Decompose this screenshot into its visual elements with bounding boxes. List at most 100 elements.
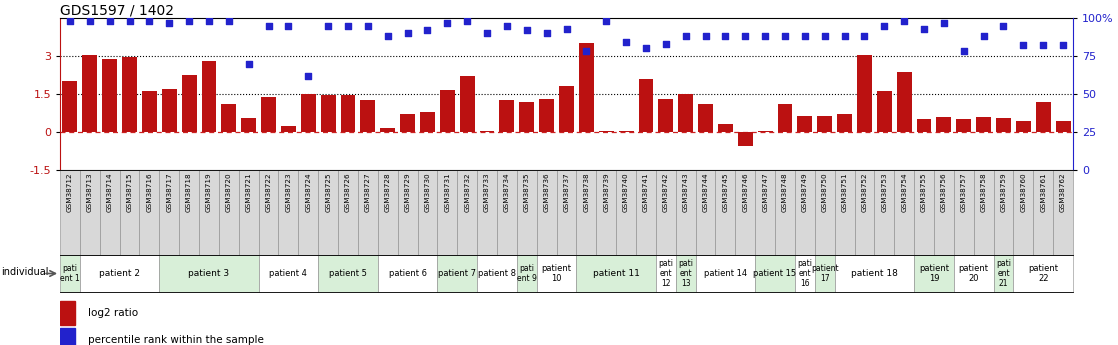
Bar xyxy=(976,117,991,132)
Bar xyxy=(679,94,693,132)
Bar xyxy=(498,170,517,255)
Bar xyxy=(716,170,736,255)
Bar xyxy=(736,170,755,255)
Bar xyxy=(358,170,378,255)
Bar xyxy=(437,170,457,255)
Bar xyxy=(915,255,954,292)
Text: GSM38722: GSM38722 xyxy=(266,172,272,212)
Point xyxy=(835,33,853,39)
Bar xyxy=(755,170,775,255)
Point xyxy=(756,33,774,39)
Text: patient 7: patient 7 xyxy=(438,269,476,278)
Bar xyxy=(378,255,437,292)
Text: GSM38723: GSM38723 xyxy=(285,172,292,212)
Bar xyxy=(437,255,477,292)
Point xyxy=(1034,42,1052,48)
Text: GSM38728: GSM38728 xyxy=(385,172,390,212)
Text: GSM38718: GSM38718 xyxy=(186,172,192,212)
Text: GSM38739: GSM38739 xyxy=(604,172,609,212)
Bar xyxy=(675,170,695,255)
Point xyxy=(737,33,755,39)
Text: GSM38730: GSM38730 xyxy=(425,172,430,212)
Text: patient 3: patient 3 xyxy=(189,269,229,278)
Bar xyxy=(795,170,815,255)
Point xyxy=(438,20,456,25)
Bar xyxy=(817,116,832,132)
Text: GSM38745: GSM38745 xyxy=(722,172,729,212)
Bar xyxy=(439,90,455,132)
Text: GSM38719: GSM38719 xyxy=(206,172,212,212)
Bar xyxy=(60,170,79,255)
Point xyxy=(896,18,913,24)
Text: patient 8: patient 8 xyxy=(479,269,517,278)
Text: GSM38712: GSM38712 xyxy=(67,172,73,212)
Text: GSM38729: GSM38729 xyxy=(405,172,410,212)
Text: patient
10: patient 10 xyxy=(541,264,571,283)
Text: patient 2: patient 2 xyxy=(100,269,140,278)
Text: GSM38713: GSM38713 xyxy=(87,172,93,212)
Bar xyxy=(477,170,498,255)
Bar xyxy=(477,255,517,292)
Bar xyxy=(897,72,911,132)
Bar xyxy=(278,170,299,255)
Bar xyxy=(915,170,934,255)
Bar xyxy=(636,170,656,255)
Point xyxy=(180,18,198,24)
Bar xyxy=(83,55,97,132)
Bar xyxy=(858,55,872,132)
Bar xyxy=(380,128,395,132)
Bar xyxy=(755,255,795,292)
Bar xyxy=(797,116,813,132)
Bar xyxy=(557,170,577,255)
Bar xyxy=(299,170,319,255)
Text: GSM38727: GSM38727 xyxy=(364,172,371,212)
Bar xyxy=(934,170,954,255)
Bar xyxy=(695,255,755,292)
Bar xyxy=(537,170,557,255)
Text: GSM38751: GSM38751 xyxy=(842,172,847,212)
Point xyxy=(875,23,893,28)
Text: GSM38753: GSM38753 xyxy=(881,172,888,212)
Point xyxy=(80,18,98,24)
Bar xyxy=(559,86,574,132)
Bar xyxy=(835,170,854,255)
Text: GSM38737: GSM38737 xyxy=(563,172,569,212)
Bar xyxy=(994,170,1013,255)
Text: pati
ent
21: pati ent 21 xyxy=(996,259,1011,288)
Bar xyxy=(837,114,852,132)
Text: GSM38733: GSM38733 xyxy=(484,172,490,212)
Bar xyxy=(775,170,795,255)
Point xyxy=(676,33,694,39)
Text: GSM38761: GSM38761 xyxy=(1040,172,1046,212)
Bar xyxy=(162,89,177,132)
Text: GSM38752: GSM38752 xyxy=(862,172,868,212)
Bar xyxy=(201,61,217,132)
Point xyxy=(379,33,397,39)
Bar xyxy=(120,170,140,255)
Point xyxy=(1054,42,1072,48)
Bar xyxy=(954,170,974,255)
Text: pati
ent
12: pati ent 12 xyxy=(659,259,673,288)
Bar xyxy=(517,255,537,292)
Text: GSM38741: GSM38741 xyxy=(643,172,648,212)
Bar xyxy=(480,131,494,132)
Text: GSM38746: GSM38746 xyxy=(742,172,748,212)
Bar xyxy=(917,119,931,132)
Point xyxy=(259,23,277,28)
Bar xyxy=(1053,170,1073,255)
Bar xyxy=(179,170,199,255)
Bar xyxy=(258,170,278,255)
Bar xyxy=(718,125,733,132)
Text: GSM38757: GSM38757 xyxy=(960,172,967,212)
Point xyxy=(239,61,257,66)
Bar xyxy=(122,57,138,132)
Text: GSM38721: GSM38721 xyxy=(246,172,252,212)
Point xyxy=(995,23,1013,28)
Bar xyxy=(420,112,435,132)
Text: patient
22: patient 22 xyxy=(1029,264,1059,283)
Point xyxy=(657,41,675,47)
Bar xyxy=(79,255,159,292)
Bar xyxy=(301,94,315,132)
Bar xyxy=(142,91,157,132)
Point xyxy=(200,18,218,24)
